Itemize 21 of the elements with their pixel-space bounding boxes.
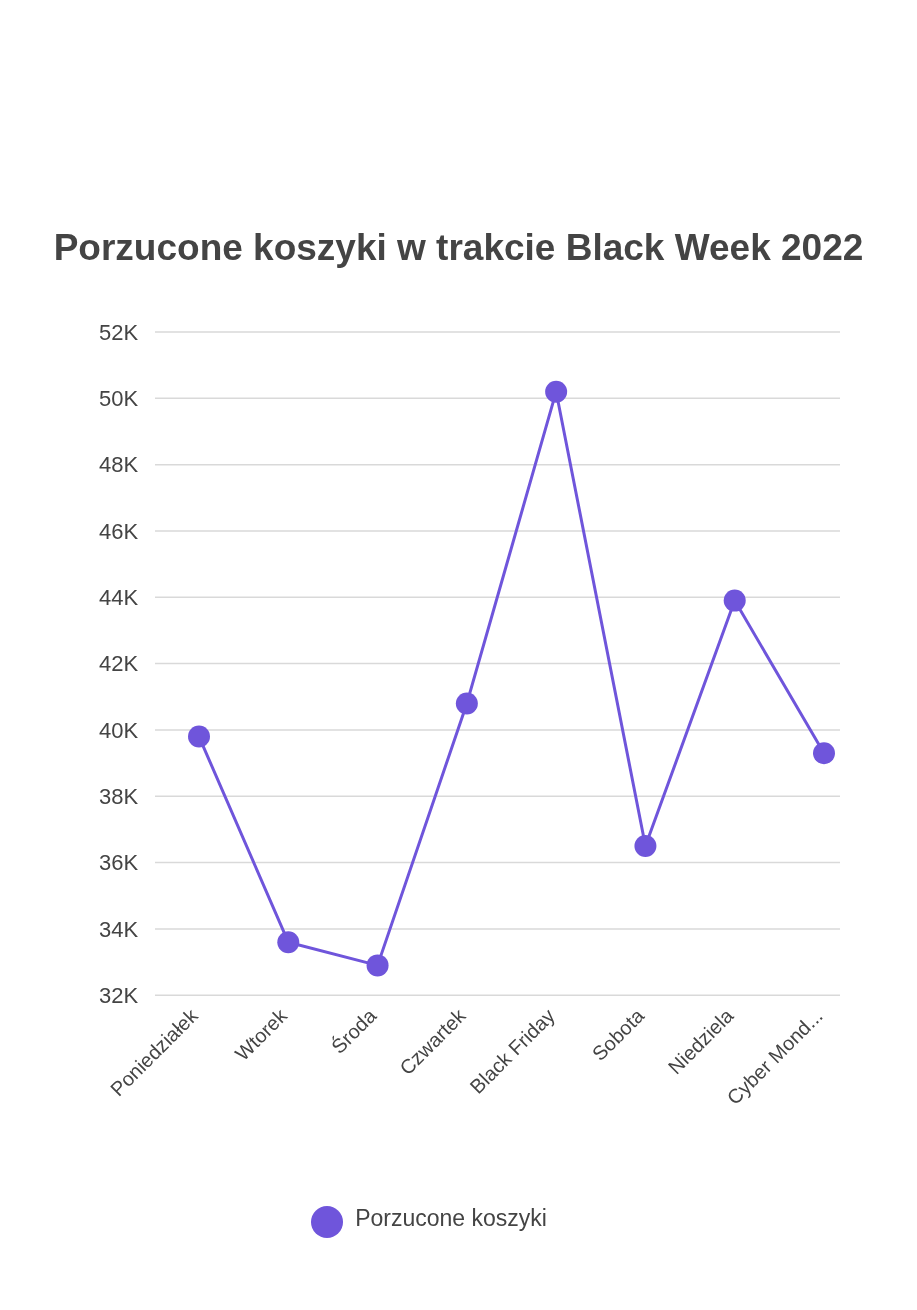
y-tick-label: 52K [99,319,139,345]
y-tick-label: 36K [99,850,139,876]
point [813,742,835,765]
y-tick-label: 42K [99,651,139,677]
y-tick-label: 48K [99,452,139,478]
point [545,380,568,403]
y-tick-label: 46K [99,518,139,544]
y-tick-label: 34K [99,916,139,942]
point [455,692,478,715]
point [723,589,746,612]
y-tick-label: 44K [99,585,139,611]
y-tick-label: 50K [99,386,139,412]
y-tick-label: 38K [99,784,139,810]
point [277,931,300,954]
chart-title: Porzucone koszyki w trakcie Black Week 2022 [52,226,865,270]
point [366,954,389,977]
point [634,835,657,858]
point [188,725,210,748]
y-tick-label: 32K [99,983,139,1009]
legend-label: Porzucone koszyki [355,1205,547,1232]
y-tick-label: 40K [99,717,139,743]
